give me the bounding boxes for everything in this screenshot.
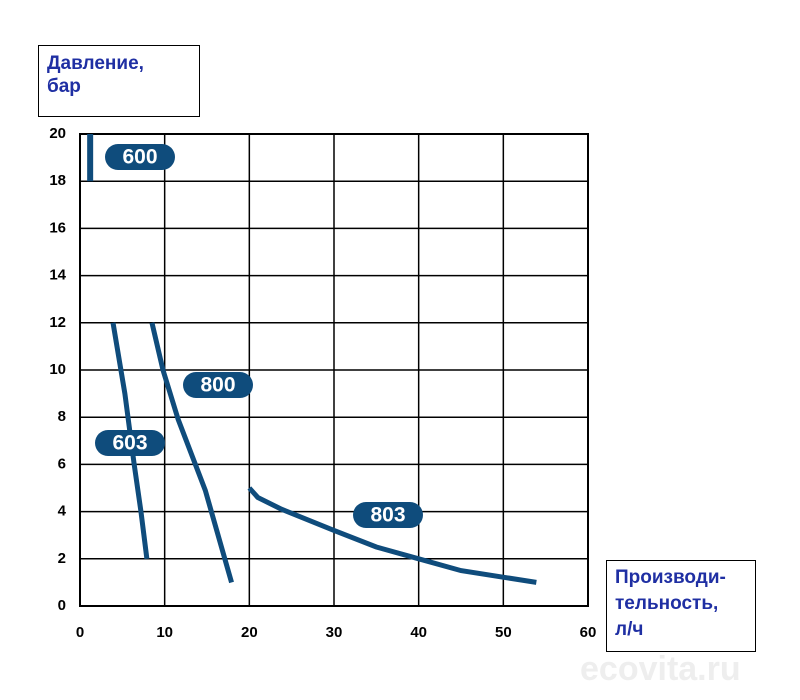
curve-badge (105, 144, 175, 170)
y-tick-label: 16 (49, 219, 66, 236)
curve-label: 803 (370, 504, 405, 527)
curve-label: 800 (200, 374, 235, 397)
curve (149, 322, 234, 584)
y-tick-label: 20 (49, 125, 66, 142)
x-tick-label: 60 (580, 624, 597, 641)
curve-badge (183, 372, 253, 398)
x-tick-label: 50 (495, 624, 512, 641)
y-tick-label: 10 (49, 361, 66, 378)
x-tick-label: 40 (410, 624, 427, 641)
y-tick-label: 4 (58, 503, 67, 520)
curve-badge (353, 502, 423, 528)
x-tick-label: 0 (76, 624, 84, 641)
y-tick-label: 6 (58, 455, 66, 472)
curve (110, 322, 150, 560)
x-tick-label: 20 (241, 624, 258, 641)
x-tick-label: 30 (326, 624, 343, 641)
curve-label: 600 (122, 146, 157, 169)
y-tick-label: 8 (58, 408, 66, 425)
y-tick-label: 14 (49, 267, 66, 284)
y-tick-label: 0 (58, 597, 66, 614)
plot-frame (79, 133, 589, 607)
y-tick-label: 2 (58, 550, 66, 567)
x-tick-label: 10 (156, 624, 173, 641)
curve (247, 486, 537, 585)
y-tick-label: 18 (49, 172, 66, 189)
x-axis-title: Производи- тельность, л/ч (606, 560, 756, 652)
y-tick-label: 12 (49, 314, 66, 331)
curve-badge (95, 430, 165, 456)
curve-label: 603 (112, 432, 147, 455)
watermark: ecovita.ru (580, 650, 741, 688)
y-axis-title: Давление, бар (38, 45, 200, 117)
